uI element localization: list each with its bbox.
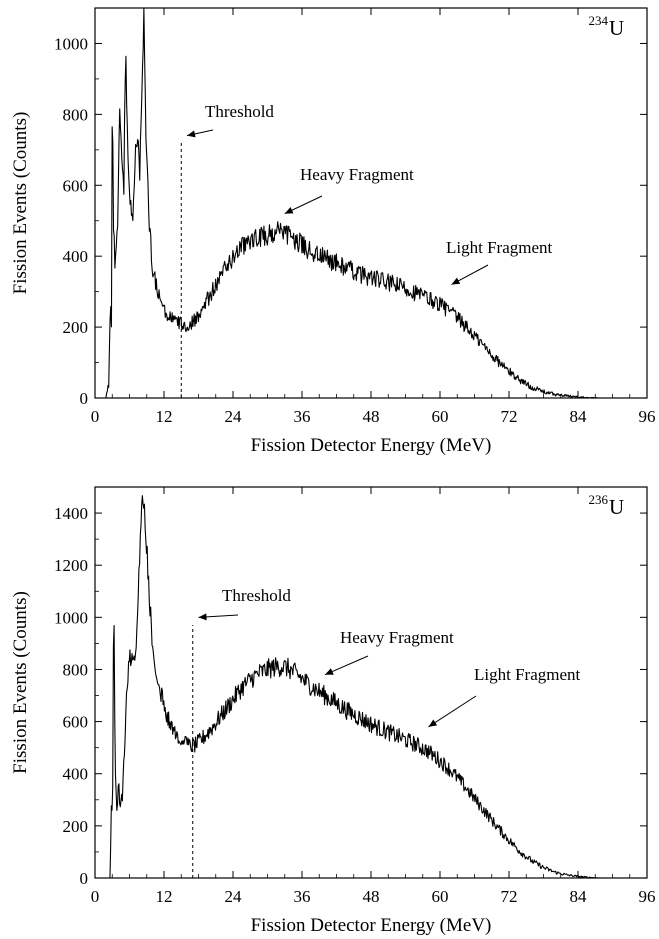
x-tick-label: 36 xyxy=(294,407,311,426)
x-axis-label: Fission Detector Energy (MeV) xyxy=(251,915,492,936)
x-tick-label: 12 xyxy=(156,887,173,906)
y-tick-label: 600 xyxy=(63,713,89,732)
annotation-label: Heavy Fragment xyxy=(300,165,414,184)
y-tick-label: 1400 xyxy=(54,504,88,523)
y-tick-label: 1200 xyxy=(54,556,88,575)
x-tick-label: 0 xyxy=(91,407,100,426)
x-tick-label: 36 xyxy=(294,887,311,906)
annotation-arrow-head xyxy=(428,719,438,727)
isotope-mass-number: 236 xyxy=(589,492,609,507)
annotation-arrow-head xyxy=(284,207,294,214)
annotation-label: Light Fragment xyxy=(446,238,553,257)
annotation-arrow-head xyxy=(451,277,461,285)
annotation-arrow-head xyxy=(325,668,334,675)
y-tick-label: 200 xyxy=(63,318,89,337)
y-tick-label: 0 xyxy=(80,389,89,408)
x-tick-label: 24 xyxy=(225,407,243,426)
y-tick-label: 800 xyxy=(63,105,89,124)
x-tick-label: 0 xyxy=(91,887,100,906)
isotope-mass-number: 234 xyxy=(589,13,609,28)
chart-panel-u236: 0 12 24 36 48 60 72 84 96 0 200 400 600 800 1000 1200 14… xyxy=(10,486,656,936)
annotation-label: Light Fragment xyxy=(474,665,581,684)
isotope-symbol: U xyxy=(609,16,624,40)
x-tick-label: 48 xyxy=(363,887,380,906)
y-tick-label: 400 xyxy=(63,765,89,784)
x-tick-label: 72 xyxy=(501,887,518,906)
y-tick-label: 600 xyxy=(63,176,89,195)
x-tick-label: 48 xyxy=(363,407,380,426)
x-tick-label: 12 xyxy=(156,407,173,426)
spectrum-line xyxy=(109,495,647,879)
x-axis-label: Fission Detector Energy (MeV) xyxy=(251,435,492,456)
annotation-label: Heavy Fragment xyxy=(340,628,454,647)
annotation-label: Threshold xyxy=(222,586,291,605)
y-tick-label: 400 xyxy=(63,247,89,266)
chart-panel-u234: 0 12 24 36 48 60 72 84 96 0 200 400 600 800 1000 Fissio… xyxy=(10,7,656,456)
x-tick-label: 96 xyxy=(639,887,656,906)
y-tick-label: 0 xyxy=(80,869,89,888)
x-tick-label: 96 xyxy=(639,407,656,426)
x-tick-label: 60 xyxy=(432,407,449,426)
y-tick-label: 800 xyxy=(63,660,89,679)
annotation-arrow-head xyxy=(198,613,207,621)
y-tick-label: 1000 xyxy=(54,34,88,53)
y-tick-label: 1000 xyxy=(54,608,88,627)
plot-frame xyxy=(94,7,648,399)
y-tick-label: 200 xyxy=(63,817,89,836)
x-tick-label: 60 xyxy=(432,887,449,906)
isotope-symbol: U xyxy=(609,495,624,519)
annotation-label: Threshold xyxy=(205,102,274,121)
y-axis-label: Fission Events (Counts) xyxy=(10,112,31,295)
annotation-arrow-shaft xyxy=(428,695,477,728)
x-tick-label: 84 xyxy=(570,407,588,426)
annotation-arrow-head xyxy=(187,130,196,138)
x-tick-label: 72 xyxy=(501,407,518,426)
x-tick-label: 24 xyxy=(225,887,243,906)
spectrum-line xyxy=(105,7,647,399)
y-axis-label: Fission Events (Counts) xyxy=(10,591,31,774)
x-tick-label: 84 xyxy=(570,887,588,906)
